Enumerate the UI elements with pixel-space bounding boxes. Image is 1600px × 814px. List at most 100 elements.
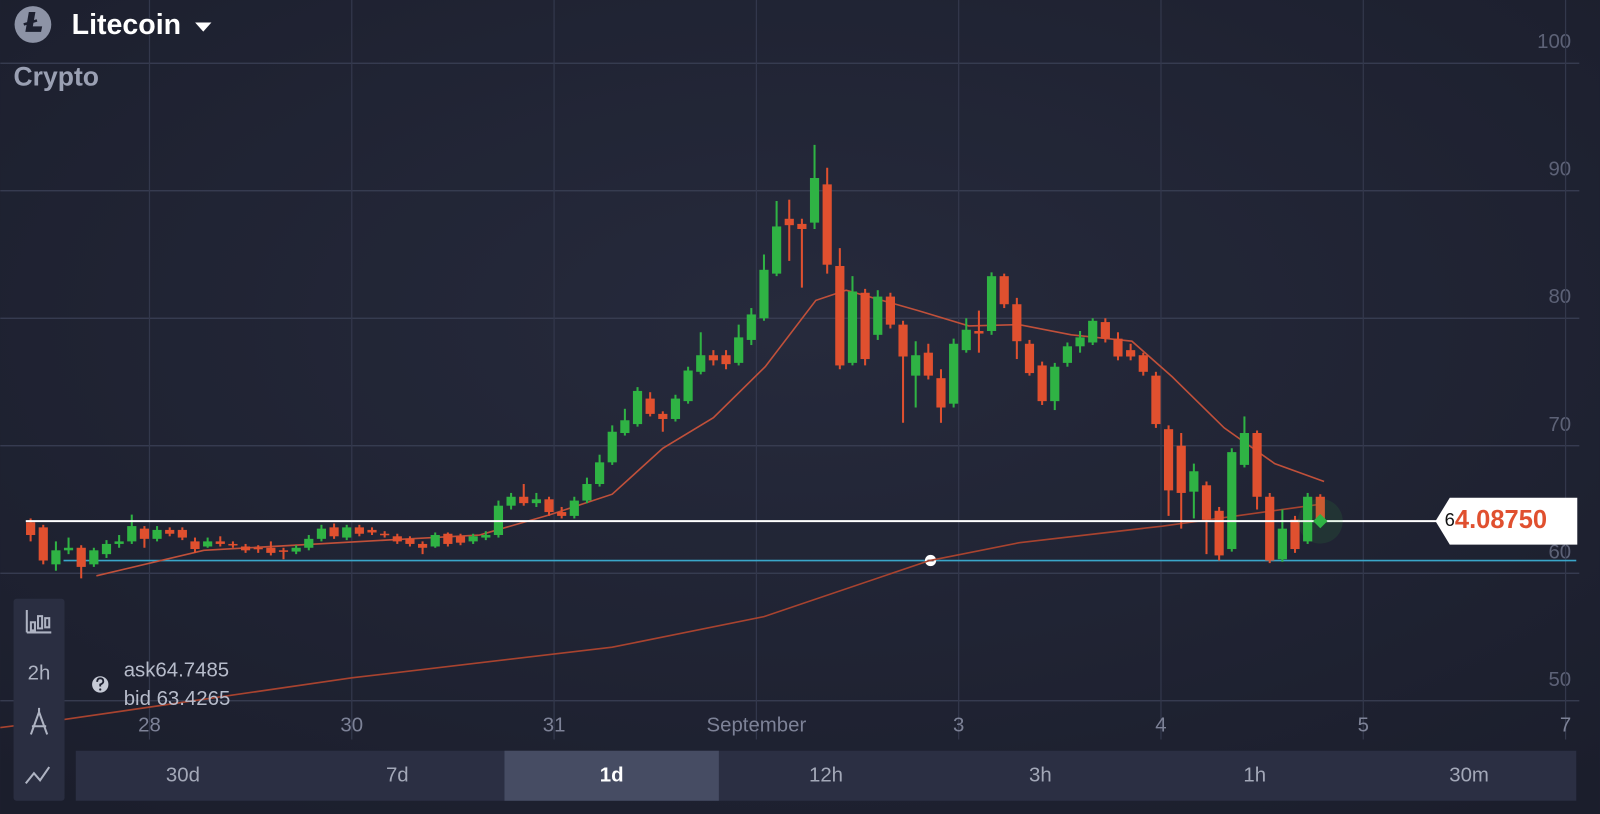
timeframe-tab[interactable]: 30m xyxy=(1449,765,1489,787)
candle-body xyxy=(63,547,74,551)
timeframe-tab[interactable]: 1d xyxy=(600,765,624,787)
candle xyxy=(89,547,99,567)
candle xyxy=(1214,506,1224,561)
tab-bar xyxy=(75,750,1577,801)
candle-body xyxy=(443,533,453,544)
candle xyxy=(278,547,289,560)
candle-body xyxy=(1163,429,1174,491)
candle-body xyxy=(152,529,162,539)
candle xyxy=(519,484,529,506)
timeframe-tab[interactable]: 7d xyxy=(386,765,409,787)
asset-name[interactable]: Litecoin xyxy=(72,9,181,41)
candle xyxy=(304,535,314,551)
candle xyxy=(51,541,61,571)
candle xyxy=(1303,492,1313,544)
candle xyxy=(961,318,971,353)
candle xyxy=(835,248,845,370)
candle xyxy=(822,167,832,274)
candle xyxy=(1163,425,1174,516)
candle xyxy=(165,527,175,537)
x-tick-label: 4 xyxy=(1155,715,1166,737)
candle xyxy=(809,144,820,230)
candle xyxy=(291,545,301,555)
candle xyxy=(1088,318,1098,346)
candle xyxy=(1100,318,1110,343)
candle xyxy=(670,394,681,422)
candle xyxy=(127,514,137,544)
candle-body xyxy=(696,355,706,372)
timeframe-tab[interactable]: 30d xyxy=(166,765,200,787)
timeframe-tab[interactable]: 12h xyxy=(809,765,843,787)
candle-body xyxy=(683,370,693,402)
candle-body xyxy=(1252,433,1262,497)
candle xyxy=(986,272,997,335)
candle-body xyxy=(1151,375,1161,425)
asset-icon-glyph xyxy=(23,12,43,32)
asset-dropdown[interactable] xyxy=(195,22,212,32)
candle xyxy=(1176,433,1186,529)
candle xyxy=(1126,343,1136,361)
candle xyxy=(266,541,276,556)
candle-body xyxy=(784,218,794,226)
timeframe-tab[interactable]: 3h xyxy=(1029,765,1052,787)
candle-body xyxy=(1265,496,1275,561)
candle xyxy=(949,338,959,408)
candle-body xyxy=(1062,346,1073,363)
candle-body xyxy=(999,276,1009,305)
chart-type-button[interactable] xyxy=(25,609,52,634)
candle xyxy=(936,369,946,423)
candle xyxy=(354,524,364,537)
candle-body xyxy=(127,526,137,542)
candle xyxy=(38,524,48,565)
candle xyxy=(190,537,200,553)
candle xyxy=(1227,448,1237,552)
candle xyxy=(1075,331,1085,353)
candle-body xyxy=(190,541,200,550)
candle-body xyxy=(417,543,428,548)
candle xyxy=(152,526,162,542)
candle-body xyxy=(354,527,364,534)
candle-body xyxy=(1290,519,1300,550)
candle-body xyxy=(620,420,630,434)
candle-body xyxy=(51,550,61,565)
candle-body xyxy=(392,536,402,542)
candle xyxy=(898,320,908,423)
candle-body xyxy=(974,331,984,334)
candle-body xyxy=(38,527,48,561)
candle-body xyxy=(240,546,251,551)
candle xyxy=(139,526,150,548)
candle-body xyxy=(1315,496,1325,522)
interval-button[interactable]: 2h xyxy=(28,663,51,685)
toolbar-panel xyxy=(13,598,65,801)
candle-body xyxy=(961,329,971,351)
candle-body xyxy=(860,292,870,360)
candle-body xyxy=(203,541,213,547)
candle-body xyxy=(1075,337,1085,347)
indicators-button[interactable] xyxy=(24,766,51,785)
candle xyxy=(557,506,567,519)
candle xyxy=(721,350,731,370)
candle xyxy=(734,324,744,366)
candle xyxy=(784,199,794,261)
candle xyxy=(632,387,643,427)
candle-body xyxy=(1100,322,1110,339)
candle-body xyxy=(1088,320,1098,343)
candle-body xyxy=(658,413,668,419)
candle xyxy=(873,290,883,340)
timeframe-tab[interactable]: 1h xyxy=(1243,765,1266,787)
drawing-tools-button[interactable] xyxy=(29,707,49,735)
candle xyxy=(1037,361,1047,405)
candle xyxy=(1239,416,1250,468)
candle xyxy=(63,537,74,555)
candle-body xyxy=(1113,338,1123,357)
y-tick-label: 80 xyxy=(1548,286,1571,308)
candle-body xyxy=(569,500,579,516)
candle xyxy=(569,496,579,519)
candle xyxy=(76,545,86,579)
candle-body xyxy=(898,324,908,357)
candle-body xyxy=(1227,452,1237,550)
candle-body xyxy=(746,314,756,340)
candle xyxy=(506,492,516,510)
